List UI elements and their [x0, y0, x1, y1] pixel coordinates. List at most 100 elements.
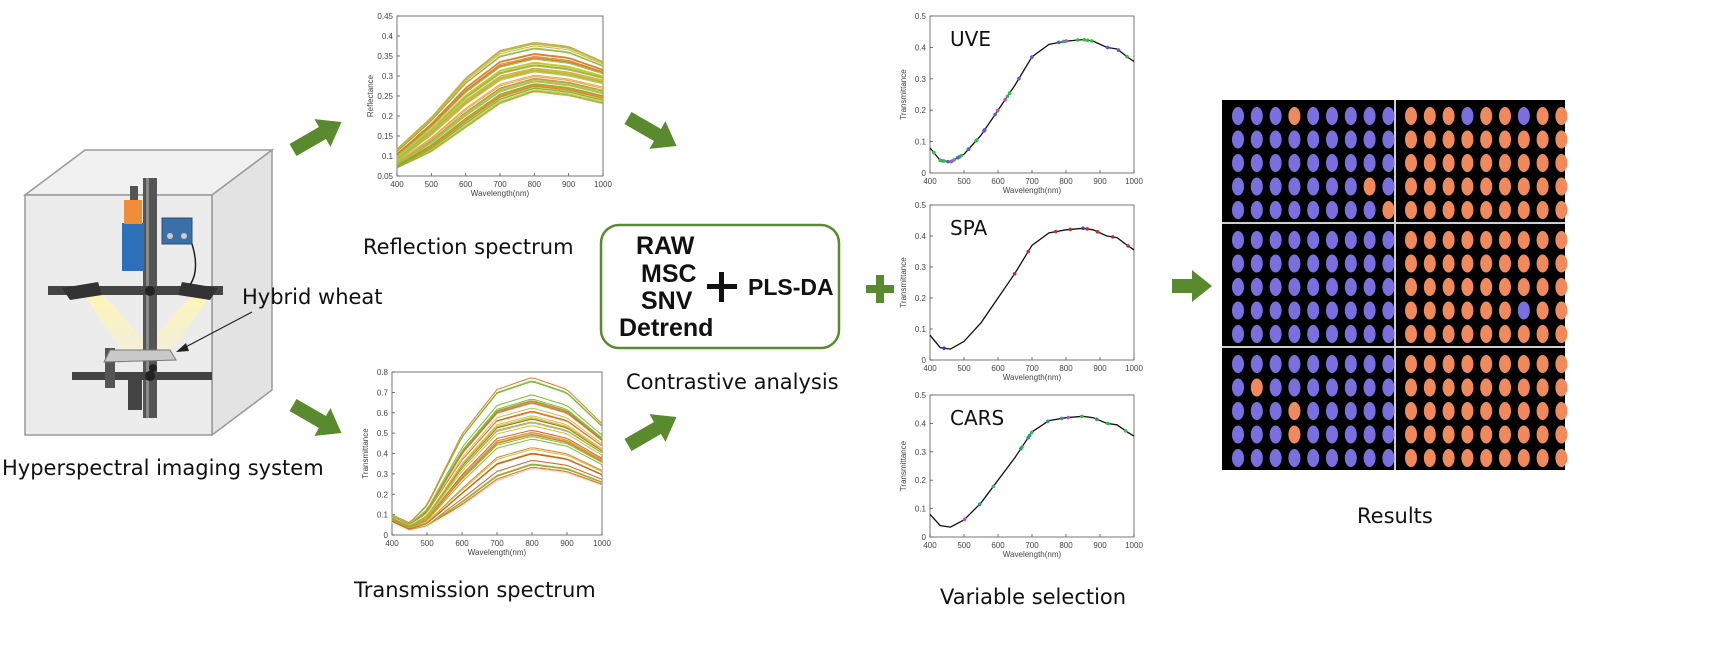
wheat-seed — [1344, 177, 1357, 196]
wheat-seed — [1382, 425, 1395, 444]
selected-variable-marker — [1018, 447, 1023, 451]
wheat-seed — [1555, 177, 1568, 196]
wheat-seed — [1288, 254, 1301, 273]
arrow-transmission-to-analysis — [624, 414, 677, 452]
wheat-seed — [1269, 355, 1282, 373]
wheat-seed — [1232, 177, 1244, 196]
x-tick-label: 700 — [493, 180, 507, 189]
wheat-pointer-head — [176, 343, 189, 352]
y-axis-label: Transmittance — [361, 428, 370, 479]
wheat-seed — [1423, 449, 1436, 467]
selected-variable-marker — [1066, 415, 1071, 420]
wheat-seed — [1288, 301, 1301, 320]
wheat-seed — [1517, 425, 1530, 444]
y-tick-label: 0.1 — [377, 511, 389, 520]
wheat-seed — [1363, 130, 1376, 149]
wheat-seed — [1480, 254, 1493, 273]
light-arm — [48, 286, 223, 295]
spectrum-line — [391, 425, 603, 527]
wheat-seed — [1499, 107, 1511, 125]
selected-variable-marker — [1081, 226, 1085, 231]
selected-variable-marker — [1026, 435, 1031, 440]
spectrum-line — [391, 457, 603, 530]
wheat-seed — [1405, 378, 1417, 397]
y-tick-label: 0.4 — [377, 450, 389, 459]
wheat-seed — [1363, 301, 1376, 320]
wheat-seed — [1555, 107, 1568, 125]
column-joint-mid — [149, 364, 157, 372]
selected-variable-marker — [1089, 39, 1094, 43]
selected-variable-marker — [956, 155, 960, 160]
wheat-seed — [1363, 425, 1376, 444]
selected-variable-marker — [974, 139, 978, 143]
spectrum-line — [391, 434, 603, 528]
selected-variable-marker — [1012, 271, 1017, 276]
selected-variable-marker — [1085, 38, 1090, 43]
spectrum-line — [391, 412, 603, 526]
wheat-seed — [1423, 425, 1436, 444]
label-hybrid-wheat: Hybrid wheat — [242, 285, 383, 309]
wheat-seed — [1232, 449, 1244, 467]
selected-variable-marker — [1059, 416, 1064, 421]
wheat-seed — [1461, 449, 1474, 467]
wheat-seed — [1442, 378, 1455, 397]
wheat-seed — [1232, 378, 1244, 397]
column-joint-top — [145, 286, 155, 296]
wheat-seed — [1288, 278, 1301, 296]
wheat-seed — [1517, 301, 1530, 320]
wheat-seed — [1232, 107, 1244, 125]
wheat-seed — [1517, 325, 1530, 343]
selected-variable-marker — [1026, 249, 1030, 254]
spectrum-line — [396, 87, 604, 168]
spectrum-line — [391, 389, 603, 525]
wheat-seed — [1405, 177, 1417, 196]
wheat-seed — [1480, 402, 1493, 420]
column-joint-bottom — [145, 371, 155, 381]
stage-support — [105, 348, 115, 388]
lamp-left — [62, 282, 102, 300]
spectrum-line — [396, 65, 604, 160]
wheat-seed — [1326, 231, 1338, 249]
wheat-seed — [1307, 378, 1320, 397]
x-tick-label: 800 — [528, 180, 542, 189]
wheat-seed — [1344, 449, 1357, 467]
selected-variable-marker — [962, 517, 967, 522]
wheat-seed — [1232, 231, 1244, 249]
x-tick-label: 700 — [1025, 541, 1039, 550]
wheat-seed — [1423, 378, 1436, 397]
label-reflection-spectrum: Reflection spectrum — [363, 235, 574, 259]
controller-knob-2 — [181, 233, 187, 239]
y-tick-label: 0.7 — [377, 388, 389, 397]
wheat-seed — [1536, 325, 1549, 343]
wheat-seed — [1405, 278, 1417, 296]
wheat-seed — [1517, 402, 1530, 420]
y-tick-label: 0.4 — [382, 32, 394, 41]
wheat-seed — [1344, 301, 1357, 320]
wheat-seed — [1269, 402, 1282, 420]
y-tick-label: 0.8 — [377, 368, 389, 377]
wheat-seed — [1344, 402, 1357, 420]
selected-variable-marker — [993, 112, 997, 117]
wheat-seed — [1307, 177, 1320, 196]
spectrum-line — [391, 417, 603, 527]
wheat-seed — [1517, 278, 1530, 296]
wheat-seed — [1405, 449, 1417, 467]
y-tick-label: 0.35 — [377, 52, 393, 61]
wheat-seed — [1307, 107, 1320, 125]
x-tick-label: 800 — [1059, 364, 1073, 373]
wheat-seed — [1480, 355, 1493, 373]
y-tick-label: 0.3 — [915, 448, 927, 457]
wheat-seed — [1326, 425, 1338, 444]
selected-variable-marker — [1030, 55, 1034, 59]
wheat-seed — [1405, 301, 1417, 320]
wheat-seed — [1499, 402, 1511, 420]
selected-variable-marker — [1095, 230, 1100, 234]
motor-block — [128, 380, 142, 410]
y-tick-label: 0.5 — [915, 12, 927, 21]
wheat-seed — [1288, 107, 1301, 125]
wheat-seed — [1288, 449, 1301, 467]
wheat-seed — [1326, 325, 1338, 343]
wheat-seed — [1461, 278, 1474, 296]
wheat-seed — [1382, 301, 1395, 320]
x-tick-label: 600 — [991, 364, 1005, 373]
